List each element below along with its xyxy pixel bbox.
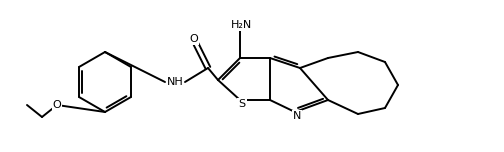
Text: S: S [238,99,245,109]
Text: O: O [52,100,61,110]
Text: NH: NH [167,77,183,87]
Text: O: O [190,34,199,44]
Text: N: N [293,111,301,121]
Text: H₂N: H₂N [231,20,253,30]
